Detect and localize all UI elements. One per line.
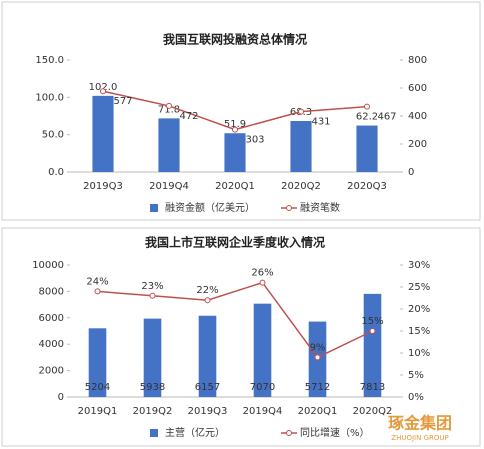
tick-label: 6000 [39, 313, 64, 324]
x-tick-label: 2020Q2 [281, 181, 321, 192]
data-label: 303 [245, 135, 264, 146]
tick-label: 15% [408, 326, 430, 337]
bar [92, 95, 114, 172]
data-label: 102.0 [89, 82, 118, 93]
data-label: 23% [141, 281, 163, 292]
data-label: 467 [377, 112, 396, 123]
tick-label: 150.0 [35, 55, 64, 66]
x-tick-label: 2019Q4 [149, 181, 189, 192]
data-label: 5938 [140, 382, 165, 393]
tick-label: 0 [58, 392, 64, 403]
legend-swatch [150, 204, 158, 212]
tick-label: 2000 [39, 366, 64, 377]
tick-label: 20% [408, 304, 430, 315]
bar [290, 121, 312, 172]
bar [158, 118, 180, 172]
tick-label: 0.0 [48, 167, 64, 178]
panel [1, 1, 481, 221]
x-tick-label: 2019Q1 [78, 406, 118, 417]
data-label: 7070 [250, 382, 275, 393]
data-label: 6157 [195, 382, 220, 393]
tick-label: 5% [408, 370, 424, 381]
line-marker [232, 126, 238, 133]
tick-label: 8000 [39, 286, 64, 297]
x-tick-label: 2019Q4 [243, 406, 283, 417]
line-marker [94, 288, 101, 295]
line-marker [369, 328, 376, 334]
line-marker [204, 297, 211, 304]
line-marker [314, 354, 321, 361]
tick-label: 200 [408, 139, 427, 150]
tick-label: 0% [408, 392, 424, 403]
legend-marker [286, 205, 292, 211]
data-label: 71.8 [158, 104, 180, 115]
line-marker [100, 88, 106, 95]
bar [356, 125, 378, 172]
tick-label: 10% [408, 348, 430, 359]
data-label: 5712 [305, 382, 330, 393]
bar [143, 318, 162, 397]
x-tick-label: 2019Q2 [133, 406, 173, 417]
data-label: 577 [113, 96, 132, 107]
data-label: 51.9 [224, 119, 246, 130]
x-tick-label: 2019Q3 [188, 406, 228, 417]
logo-subtitle: ZHUOJIN GROUP [391, 434, 448, 442]
data-label: 24% [86, 276, 108, 287]
line-marker [166, 102, 172, 109]
line-marker [149, 292, 156, 299]
data-label: 9% [310, 342, 326, 353]
data-label: 26% [251, 268, 273, 279]
bar [88, 328, 107, 397]
legend-label: 同比增速（%） [300, 426, 370, 439]
panel [1, 227, 481, 447]
tick-label: 800 [408, 55, 427, 66]
chart-title: 我国上市互联网企业季度收入情况 [145, 235, 325, 250]
legend-marker [286, 430, 292, 436]
data-label: 22% [196, 285, 218, 296]
bar [198, 315, 217, 397]
x-tick-label: 2020Q1 [298, 406, 338, 417]
data-label: 7813 [360, 382, 385, 393]
data-label: 472 [179, 111, 198, 122]
data-label: 5204 [85, 382, 110, 393]
line-marker [259, 279, 266, 286]
data-label: 431 [311, 117, 330, 128]
bar [363, 293, 382, 397]
tick-label: 400 [408, 111, 427, 122]
x-tick-label: 2020Q2 [353, 406, 393, 417]
legend-label: 融资笔数 [300, 201, 340, 214]
bar [224, 133, 246, 172]
tick-label: 600 [408, 83, 427, 94]
data-label: 15% [361, 316, 383, 327]
bar [253, 303, 272, 397]
legend-swatch [150, 429, 158, 437]
tick-label: 0 [408, 167, 414, 178]
legend-label: 融资金额（亿美元） [165, 201, 255, 214]
tick-label: 100.0 [35, 92, 64, 103]
line-marker [298, 108, 304, 115]
data-label: 62.2 [356, 112, 378, 123]
chart-title: 我国互联网投融资总体情况 [163, 32, 307, 47]
line-marker [364, 103, 370, 110]
x-tick-label: 2019Q3 [83, 181, 123, 192]
legend-label: 主营（亿元） [165, 426, 225, 439]
line [97, 281, 373, 359]
tick-label: 4000 [39, 339, 64, 350]
tick-label: 50.0 [42, 130, 64, 141]
x-tick-label: 2020Q1 [215, 181, 255, 192]
tick-label: 10000 [32, 260, 64, 271]
tick-label: 30% [408, 260, 430, 271]
x-tick-label: 2020Q3 [347, 181, 387, 192]
logo-text: 琢金集团 [388, 414, 452, 433]
tick-label: 25% [408, 282, 430, 293]
